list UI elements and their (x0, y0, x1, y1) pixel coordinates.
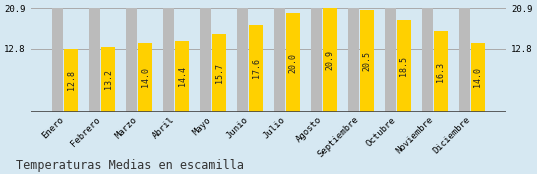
Bar (471, 43, 485, 112)
Text: 12.8: 12.8 (67, 70, 76, 90)
Text: 14.0: 14.0 (473, 68, 482, 88)
Bar (397, 20, 411, 112)
Text: 15.7: 15.7 (215, 63, 224, 83)
Text: 16.3: 16.3 (437, 62, 445, 82)
Bar (89, 8, 100, 112)
Bar (64, 49, 78, 112)
Bar (175, 41, 189, 112)
Text: 17.6: 17.6 (252, 58, 260, 78)
Text: 20.9: 20.9 (325, 50, 335, 70)
Bar (52, 8, 63, 112)
Text: 14.4: 14.4 (178, 66, 187, 86)
Bar (311, 8, 322, 112)
Bar (422, 8, 433, 112)
Bar (286, 13, 300, 112)
Bar (348, 8, 359, 112)
Bar (459, 8, 470, 112)
Bar (274, 8, 285, 112)
Bar (360, 10, 374, 112)
Bar (200, 8, 211, 112)
Bar (249, 25, 263, 112)
Bar (212, 34, 226, 112)
Bar (434, 31, 448, 112)
Text: 13.2: 13.2 (104, 69, 113, 89)
Bar (384, 8, 396, 112)
Text: 20.0: 20.0 (288, 53, 297, 73)
Text: 14.0: 14.0 (141, 68, 150, 88)
Bar (323, 8, 337, 112)
Bar (237, 8, 248, 112)
Bar (138, 43, 153, 112)
Text: Temperaturas Medias en escamilla: Temperaturas Medias en escamilla (16, 159, 244, 172)
Text: 18.5: 18.5 (400, 56, 409, 76)
Text: 20.5: 20.5 (362, 51, 372, 71)
Bar (101, 47, 115, 112)
Bar (126, 8, 137, 112)
Bar (163, 8, 174, 112)
